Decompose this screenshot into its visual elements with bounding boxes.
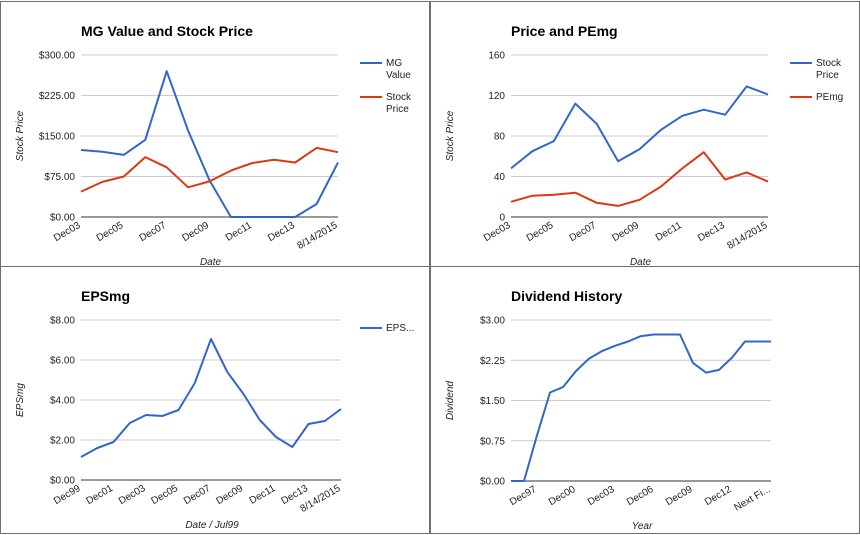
x-tick-label: Dec09 bbox=[214, 483, 245, 507]
y-tick-label: $2.25 bbox=[480, 356, 505, 367]
legend-entry: Stock Price bbox=[816, 58, 842, 81]
price-pemg-chart: Price and PEmg 0 40 80 120 160 Dec03 Dec05 Dec07… bbox=[445, 23, 843, 268]
legend-entry: Stock Price bbox=[386, 92, 412, 115]
legend-entry: MG Value bbox=[386, 58, 411, 81]
x-tick-label: Dec09 bbox=[180, 220, 211, 244]
y-tick-label: $0.00 bbox=[50, 476, 75, 487]
chart-title: EPSmg bbox=[81, 288, 130, 304]
chart-title: Dividend History bbox=[511, 288, 622, 304]
x-tick-label: Dec03 bbox=[117, 483, 148, 507]
x-axis-label: Date bbox=[200, 257, 222, 268]
x-tick-label: Dec07 bbox=[568, 220, 599, 244]
series-line-0 bbox=[511, 333, 771, 482]
x-tick-label: Dec07 bbox=[138, 220, 169, 244]
y-tick-label: 80 bbox=[494, 132, 506, 143]
x-tick-label: Dec11 bbox=[224, 220, 254, 244]
x-tick-label: Dec13 bbox=[266, 220, 297, 244]
x-tick-label: Dec09 bbox=[664, 484, 695, 508]
x-tick-label: Dec01 bbox=[84, 483, 115, 507]
x-tick-label: Next Fi... bbox=[732, 484, 772, 514]
y-tick-label: 120 bbox=[488, 91, 505, 102]
x-axis-label: Date bbox=[630, 257, 652, 268]
y-tick-label: 0 bbox=[499, 213, 505, 224]
x-tick-label: Dec06 bbox=[625, 484, 656, 508]
y-tick-label: $4.00 bbox=[50, 396, 75, 407]
chart-panel-mg-value: MG Value and Stock Price $0.00 $75.00 $150.… bbox=[0, 1, 430, 268]
y-tick-label: $6.00 bbox=[50, 356, 75, 367]
x-tick-label: Dec00 bbox=[547, 484, 578, 508]
y-tick-label: $300.00 bbox=[39, 51, 76, 62]
x-tick-label: 8/14/2015 bbox=[295, 220, 339, 252]
y-tick-label: $3.00 bbox=[480, 316, 505, 327]
y-tick-label: $150.00 bbox=[39, 132, 76, 143]
y-tick-label: 40 bbox=[494, 172, 506, 183]
y-tick-label: $0.00 bbox=[480, 477, 505, 488]
chart-panel-epsmg: EPSmg $0.00 $2.00 $4.00 $6.00 $8.00 Dec99 Dec01… bbox=[0, 266, 430, 534]
y-axis-label: Dividend bbox=[445, 381, 456, 420]
y-tick-label: $8.00 bbox=[50, 316, 75, 327]
x-tick-label: Dec07 bbox=[182, 483, 213, 507]
x-tick-label: Dec03 bbox=[586, 484, 617, 508]
y-axis-label: EPSmg bbox=[15, 383, 26, 417]
x-tick-label: 8/14/2015 bbox=[725, 220, 769, 252]
legend-entry: PEmg bbox=[816, 92, 843, 103]
x-tick-label: Dec97 bbox=[508, 484, 539, 508]
y-tick-label: $0.75 bbox=[480, 436, 505, 447]
chart-title: Price and PEmg bbox=[511, 23, 618, 39]
series-line-mg-value bbox=[80, 70, 339, 218]
y-axis-label: Stock Price bbox=[15, 110, 26, 161]
dividend-history-chart: Dividend History $0.00 $0.75 $1.50 $2.25 $3.0… bbox=[445, 288, 773, 532]
x-tick-label: Dec03 bbox=[482, 220, 513, 244]
y-tick-label: $75.00 bbox=[44, 172, 75, 183]
legend-entry: EPS... bbox=[386, 323, 414, 334]
y-tick-label: $0.00 bbox=[50, 213, 75, 224]
x-tick-label: Dec05 bbox=[525, 220, 556, 244]
x-tick-label: Dec05 bbox=[95, 220, 126, 244]
x-tick-label: Dec11 bbox=[248, 483, 278, 507]
x-tick-label: Dec09 bbox=[610, 220, 641, 244]
x-tick-label: Dec05 bbox=[149, 483, 180, 507]
series-line-stock-price bbox=[510, 85, 769, 170]
x-tick-label: Dec11 bbox=[654, 220, 684, 244]
y-tick-label: $2.00 bbox=[50, 436, 75, 447]
chart-panel-dividend-history: Dividend History $0.00 $0.75 $1.50 $2.25 $3.0… bbox=[430, 266, 860, 534]
y-tick-label: 160 bbox=[488, 51, 505, 62]
series-line-stock-price bbox=[80, 146, 339, 193]
chart-title: MG Value and Stock Price bbox=[81, 23, 253, 39]
series-line-pemg bbox=[510, 151, 769, 207]
series-line-eps bbox=[80, 338, 342, 458]
chart-panel-price-pemg: Price and PEmg 0 40 80 120 160 Dec03 Dec05 Dec07… bbox=[430, 1, 860, 268]
y-tick-label: $225.00 bbox=[39, 91, 76, 102]
x-tick-label: Dec13 bbox=[696, 220, 727, 244]
x-axis-label: Year bbox=[632, 521, 653, 532]
x-axis-label: Date / Jul99 bbox=[185, 520, 239, 531]
y-axis-label: Stock Price bbox=[445, 110, 456, 161]
x-tick-label: Dec12 bbox=[703, 484, 734, 508]
y-tick-label: $1.50 bbox=[480, 396, 505, 407]
mg-value-chart: MG Value and Stock Price $0.00 $75.00 $150.… bbox=[15, 23, 412, 268]
